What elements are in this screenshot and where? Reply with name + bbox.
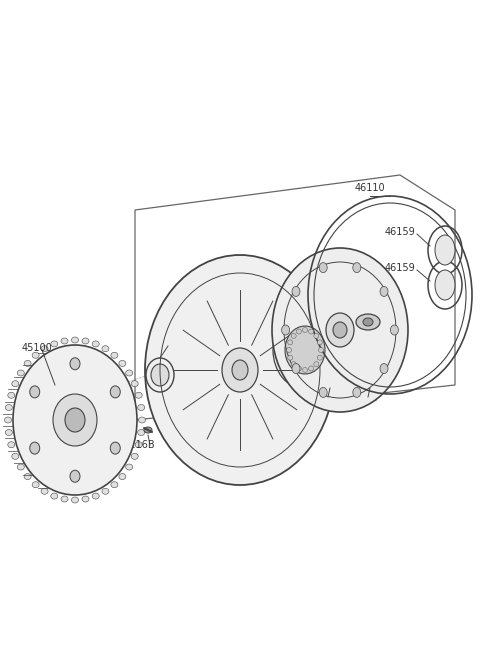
Ellipse shape <box>70 358 80 370</box>
Ellipse shape <box>319 387 327 398</box>
Ellipse shape <box>222 348 258 392</box>
Ellipse shape <box>56 411 74 429</box>
Ellipse shape <box>51 341 58 347</box>
Ellipse shape <box>41 488 48 495</box>
Ellipse shape <box>356 314 380 330</box>
Ellipse shape <box>53 394 97 446</box>
Ellipse shape <box>287 348 291 352</box>
Ellipse shape <box>145 255 335 485</box>
Ellipse shape <box>13 345 137 495</box>
Ellipse shape <box>17 464 24 470</box>
Ellipse shape <box>135 392 142 398</box>
Ellipse shape <box>110 386 120 398</box>
Ellipse shape <box>8 392 15 398</box>
Ellipse shape <box>61 338 68 344</box>
Text: 46159: 46159 <box>384 263 415 273</box>
Ellipse shape <box>138 430 144 436</box>
Ellipse shape <box>435 270 455 300</box>
Ellipse shape <box>92 493 99 499</box>
Ellipse shape <box>72 497 79 503</box>
Ellipse shape <box>12 381 19 386</box>
Ellipse shape <box>32 352 39 358</box>
Ellipse shape <box>12 453 19 459</box>
Ellipse shape <box>82 338 89 344</box>
Text: 46110: 46110 <box>355 183 385 193</box>
Ellipse shape <box>273 311 337 389</box>
Ellipse shape <box>317 340 322 345</box>
Ellipse shape <box>353 263 361 272</box>
Ellipse shape <box>135 441 142 448</box>
Ellipse shape <box>111 481 118 488</box>
Ellipse shape <box>32 481 39 488</box>
Ellipse shape <box>326 313 354 347</box>
Ellipse shape <box>292 364 300 373</box>
Ellipse shape <box>92 341 99 347</box>
Ellipse shape <box>111 352 118 358</box>
Ellipse shape <box>30 442 40 454</box>
Ellipse shape <box>296 366 301 371</box>
Ellipse shape <box>30 386 40 398</box>
Text: 46159: 46159 <box>384 227 415 237</box>
Ellipse shape <box>291 333 296 339</box>
Text: 45100: 45100 <box>22 343 53 353</box>
Ellipse shape <box>110 442 120 454</box>
Ellipse shape <box>353 387 361 398</box>
Ellipse shape <box>319 263 327 272</box>
Ellipse shape <box>380 286 388 297</box>
Ellipse shape <box>51 493 58 499</box>
Ellipse shape <box>41 346 48 352</box>
Ellipse shape <box>24 360 31 366</box>
Ellipse shape <box>82 496 89 502</box>
Ellipse shape <box>61 496 68 502</box>
Ellipse shape <box>144 427 152 433</box>
Ellipse shape <box>8 441 15 448</box>
Ellipse shape <box>139 417 145 423</box>
Text: 46158: 46158 <box>348 393 379 403</box>
Ellipse shape <box>282 325 289 335</box>
Ellipse shape <box>126 464 132 470</box>
Ellipse shape <box>309 329 313 334</box>
Ellipse shape <box>319 348 324 352</box>
Ellipse shape <box>232 360 248 380</box>
Ellipse shape <box>119 474 126 479</box>
Ellipse shape <box>309 366 313 371</box>
Ellipse shape <box>288 355 293 360</box>
Ellipse shape <box>4 417 12 423</box>
Ellipse shape <box>302 367 308 373</box>
Ellipse shape <box>102 346 109 352</box>
Ellipse shape <box>333 322 347 338</box>
Ellipse shape <box>314 333 319 339</box>
Ellipse shape <box>119 360 126 366</box>
Ellipse shape <box>292 286 300 297</box>
Text: 46131: 46131 <box>148 340 179 350</box>
Ellipse shape <box>65 408 85 432</box>
Ellipse shape <box>102 488 109 495</box>
Ellipse shape <box>363 318 373 326</box>
Ellipse shape <box>72 337 79 343</box>
Ellipse shape <box>272 248 408 412</box>
Ellipse shape <box>291 362 296 367</box>
Text: 45216B: 45216B <box>118 440 156 450</box>
Ellipse shape <box>317 355 322 360</box>
Ellipse shape <box>302 328 308 333</box>
Ellipse shape <box>151 364 169 386</box>
Ellipse shape <box>5 430 12 436</box>
Ellipse shape <box>131 453 138 459</box>
Ellipse shape <box>17 370 24 376</box>
Ellipse shape <box>126 370 132 376</box>
Ellipse shape <box>435 235 455 265</box>
Ellipse shape <box>390 325 398 335</box>
Text: 46155: 46155 <box>308 393 339 403</box>
Ellipse shape <box>296 329 301 334</box>
Ellipse shape <box>285 326 325 374</box>
Ellipse shape <box>131 381 138 386</box>
Ellipse shape <box>138 405 144 411</box>
Ellipse shape <box>24 474 31 479</box>
Ellipse shape <box>380 364 388 373</box>
Ellipse shape <box>314 362 319 367</box>
Ellipse shape <box>288 340 293 345</box>
Ellipse shape <box>70 470 80 482</box>
Ellipse shape <box>5 405 12 411</box>
